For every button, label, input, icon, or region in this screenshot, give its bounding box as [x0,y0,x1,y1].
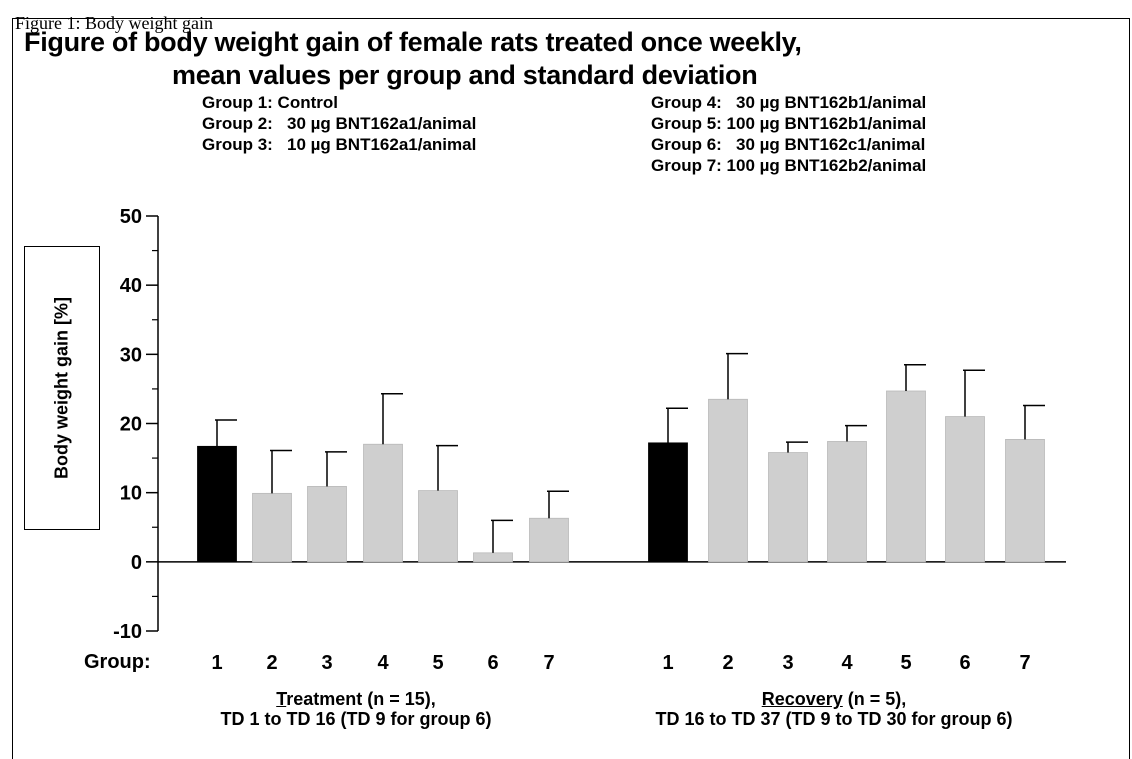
chart-title-line1: Figure of body weight gain of female rat… [24,27,802,57]
legend-entry-group-7: Group 7: 100 µg BNT162b2/animal [651,156,927,175]
recovery-bar-group-1 [648,442,688,563]
treatment-keyword-initial: T [276,689,287,709]
recovery-bar-group-2 [708,398,748,563]
y-axis-tick-label: 40 [120,275,142,297]
treatment-period-label: Treatment (n = 15), TD 1 to TD 16 (TD 9 … [220,689,491,729]
recovery-bar-group-4 [827,441,867,563]
recovery-group-label-3: 3 [782,652,793,674]
y-axis-tick-label: 0 [131,552,142,574]
legend-entry-group-3: Group 3: 10 µg BNT162a1/animal [202,135,477,154]
treatment-bar-group-6 [473,552,513,563]
figure-frame: Figure 1: Body weight gain [12,13,1130,759]
y-axis-tick-label: 20 [120,414,142,436]
treatment-bar-group-4 [363,443,403,563]
recovery-group-label-4: 4 [841,652,853,674]
recovery-bar-group-7 [1005,439,1045,563]
recovery-n: (n = 5), [842,689,907,709]
y-axis-tick-label: 10 [120,483,142,505]
recovery-bar-group-5 [886,390,926,563]
treatment-bar-group-1 [197,445,237,563]
legend-entry-group-4: Group 4: 30 µg BNT162b1/animal [651,93,927,112]
legend-left: Group 1: Control Group 2: 30 µg BNT162a1… [202,92,476,155]
recovery-group-label-7: 7 [1019,652,1030,674]
treatment-n: (n = 15), [362,689,436,709]
treatment-group-label-2: 2 [266,652,277,674]
y-axis-tick-label: 30 [120,344,142,366]
treatment-bar-group-2 [252,492,292,563]
treatment-group-label-7: 7 [543,652,554,674]
treatment-group-label-3: 3 [321,652,332,674]
recovery-group-label-1: 1 [662,652,673,674]
recovery-keyword: Recovery [761,689,843,709]
recovery-group-label-5: 5 [900,652,911,674]
chart-title-line2: mean values per group and standard devia… [172,60,758,90]
figure-caption: Figure 1: Body weight gain [15,13,213,33]
treatment-bar-group-7 [529,517,569,563]
treatment-bar-group-5 [418,490,458,563]
recovery-bar-group-6 [945,416,985,563]
treatment-period-range: TD 1 to TD 16 (TD 9 for group 6) [220,709,492,729]
recovery-bar-group-3 [768,452,808,563]
x-axis-group-prefix: Group: [84,651,151,673]
recovery-group-label-2: 2 [722,652,733,674]
treatment-keyword-rest: reatment [286,689,363,709]
treatment-group-label-1: 1 [211,652,222,674]
recovery-group-label-6: 6 [959,652,970,674]
treatment-group-label-6: 6 [487,652,498,674]
legend-right: Group 4: 30 µg BNT162b1/animal Group 5: … [651,92,926,176]
y-axis-tick-label: -10 [113,621,142,643]
recovery-period-label: Recovery (n = 5), TD 16 to TD 37 (TD 9 t… [655,689,1012,729]
recovery-period-range: TD 16 to TD 37 (TD 9 to TD 30 for group … [655,709,1013,729]
treatment-group-label-5: 5 [432,652,443,674]
legend-entry-group-2: Group 2: 30 µg BNT162a1/animal [202,114,477,133]
chart-title: Figure of body weight gain of female rat… [24,26,802,92]
treatment-bar-group-3 [307,486,347,563]
legend-entry-group-6: Group 6: 30 µg BNT162c1/animal [651,135,926,154]
treatment-group-label-4: 4 [377,652,389,674]
y-axis-label-box [24,246,100,530]
legend-entry-group-5: Group 5: 100 µg BNT162b1/animal [651,114,927,133]
legend-entry-group-1: Group 1: Control [202,93,338,112]
y-axis-tick-label: 50 [120,206,142,228]
